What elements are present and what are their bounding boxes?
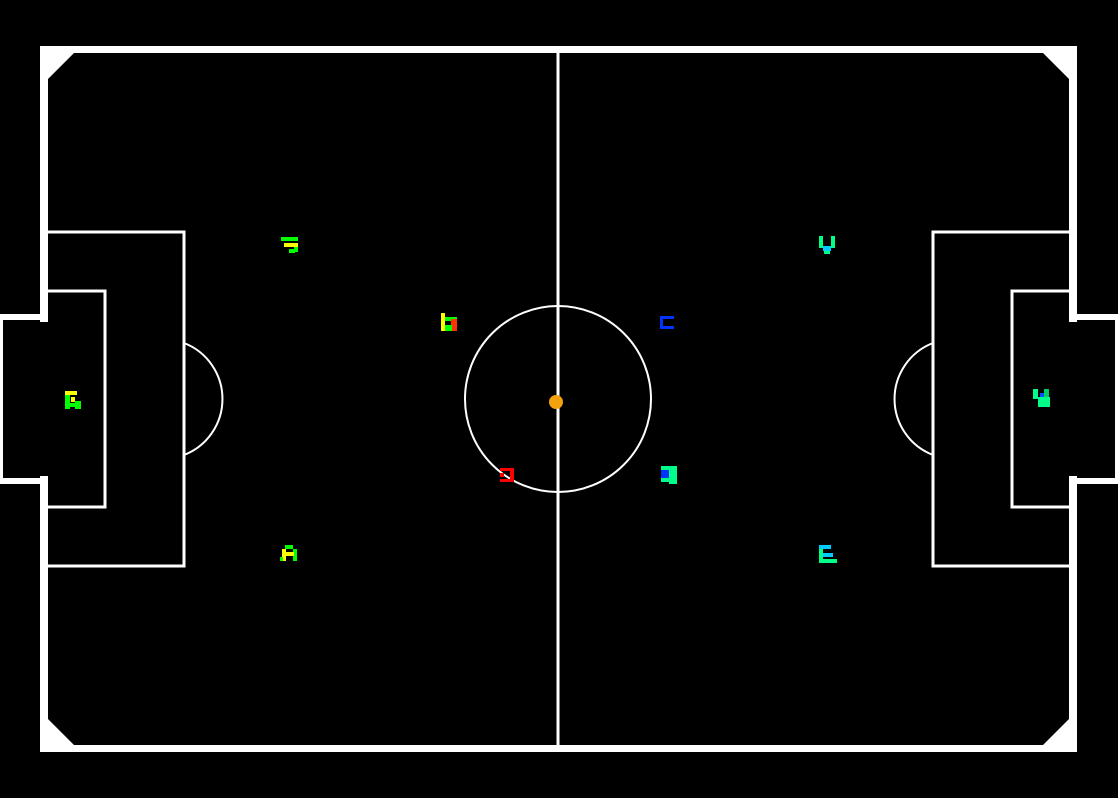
left-forward xyxy=(500,468,514,482)
right-defender-top xyxy=(819,236,835,254)
right-midfielder xyxy=(660,316,674,329)
left-goalkeeper xyxy=(65,391,81,409)
right-goal xyxy=(1069,314,1118,484)
left-penalty-arc xyxy=(183,342,224,456)
left-midfielder xyxy=(441,313,457,331)
right-defender-bottom xyxy=(819,545,837,563)
left-defender-bottom xyxy=(280,545,297,561)
left-goal xyxy=(0,314,48,484)
ball-icon xyxy=(549,395,563,409)
right-goal-box xyxy=(1010,289,1069,509)
left-goal-box xyxy=(48,289,107,509)
right-penalty-arc xyxy=(893,342,934,456)
left-defender-top xyxy=(281,237,298,253)
right-goalkeeper xyxy=(1033,389,1050,407)
right-penalty-box xyxy=(931,230,1069,568)
right-goal-area xyxy=(1069,322,1112,476)
right-forward xyxy=(661,466,677,484)
center-circle xyxy=(464,305,652,493)
left-penalty-box xyxy=(48,230,186,568)
left-goal-area xyxy=(6,322,48,476)
